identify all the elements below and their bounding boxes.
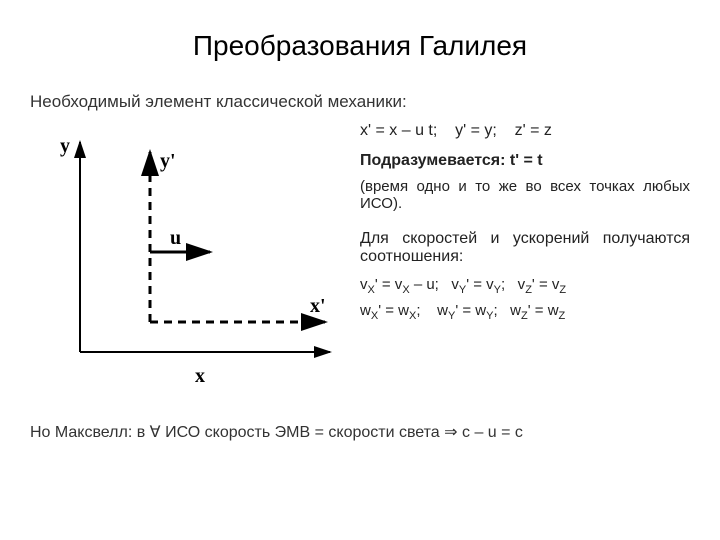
intro-text: Необходимый элемент классической механик… — [30, 92, 690, 112]
label-x: x — [195, 365, 205, 387]
coord-diagram: y y' x x' u — [30, 122, 350, 402]
label-y: y — [60, 135, 70, 157]
label-yprime: y' — [160, 150, 176, 172]
page-title: Преобразования Галилея — [30, 30, 690, 62]
time-note: (время одно и то же во всех точках любых… — [360, 178, 690, 212]
diagram-container: y y' x x' u — [30, 122, 350, 402]
label-xprime: x' — [310, 295, 326, 317]
implied-time: Подразумевается: t' = t — [360, 152, 690, 170]
velocity-eq: vX' = vX – u; vY' = vY; vZ' = vZ — [360, 276, 690, 296]
galilean-transform-eq: x' = x – u t; y' = y; z' = z — [360, 122, 690, 140]
label-u: u — [170, 227, 181, 249]
content-row: y y' x x' u x' = x – u t; y' = y; z' = z… — [30, 122, 690, 402]
derived-relations-label: Для скоростей и ускорений получаются соо… — [360, 230, 690, 266]
equations-block: x' = x – u t; y' = y; z' = z Подразумева… — [350, 122, 690, 402]
maxwell-footer: Но Максвелл: в ∀ ИСО скорость ЭМВ = скор… — [30, 422, 690, 442]
acceleration-eq: wX' = wX; wY' = wY; wZ' = wZ — [360, 302, 690, 322]
